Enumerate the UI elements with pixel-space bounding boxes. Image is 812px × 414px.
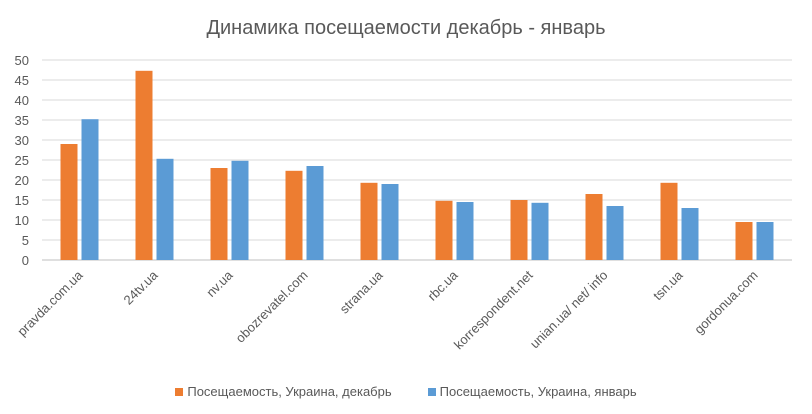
- chart-title: Динамика посещаемости декабрь - январь: [206, 17, 605, 39]
- x-tick-label: 24tv.ua: [121, 267, 162, 308]
- legend-swatch-blue: [427, 387, 436, 396]
- bar-january: [231, 160, 249, 260]
- bar-december: [735, 222, 753, 260]
- bar-january: [156, 158, 174, 260]
- legend-item-january: Посещаемость, Украина, январь: [427, 384, 637, 399]
- y-tick-label: 5: [22, 233, 29, 248]
- x-tick-label: rbc.ua: [424, 267, 461, 304]
- x-tick-label: unian.ua/ net/ info: [527, 268, 611, 352]
- y-tick-label: 25: [15, 153, 29, 168]
- x-tick-label: tsn.ua: [650, 267, 686, 303]
- bar-january: [306, 166, 324, 260]
- y-tick-label: 15: [15, 193, 29, 208]
- bar-december: [210, 168, 228, 260]
- x-tick-label: strana.ua: [337, 267, 386, 316]
- bar-january: [606, 206, 624, 260]
- bar-december: [435, 200, 453, 260]
- bar-december: [585, 194, 603, 260]
- y-tick-label: 35: [15, 113, 29, 128]
- x-tick-label: pravda.com.ua: [14, 267, 86, 339]
- x-tick-label: obozrevatel.com: [233, 268, 311, 346]
- y-tick-label: 50: [15, 53, 29, 68]
- bar-december: [510, 200, 528, 260]
- bar-january: [456, 202, 474, 260]
- bar-january: [681, 208, 699, 260]
- x-tick-label: nv.ua: [203, 267, 236, 300]
- y-tick-label: 40: [15, 93, 29, 108]
- bar-january: [531, 202, 549, 260]
- bar-january: [756, 222, 774, 260]
- bar-january: [381, 184, 399, 260]
- y-tick-label: 10: [15, 213, 29, 228]
- bar-december: [360, 182, 378, 260]
- bar-december: [285, 170, 303, 260]
- legend-label: Посещаемость, Украина, январь: [439, 384, 637, 399]
- y-tick-label: 30: [15, 133, 29, 148]
- bar-january: [81, 119, 99, 260]
- y-tick-label: 20: [15, 173, 29, 188]
- bar-december: [135, 70, 153, 260]
- legend: Посещаемость, Украина, декабрь Посещаемо…: [0, 384, 812, 399]
- legend-label: Посещаемость, Украина, декабрь: [187, 384, 392, 399]
- bar-december: [660, 182, 678, 260]
- x-tick-label: gordonua.com: [691, 268, 760, 337]
- x-tick-label: korrespondent.net: [451, 267, 536, 352]
- legend-item-december: Посещаемость, Украина, декабрь: [175, 384, 392, 399]
- bar-december: [60, 144, 78, 260]
- y-tick-label: 0: [22, 253, 29, 268]
- y-tick-label: 45: [15, 73, 29, 88]
- legend-swatch-orange: [175, 387, 184, 396]
